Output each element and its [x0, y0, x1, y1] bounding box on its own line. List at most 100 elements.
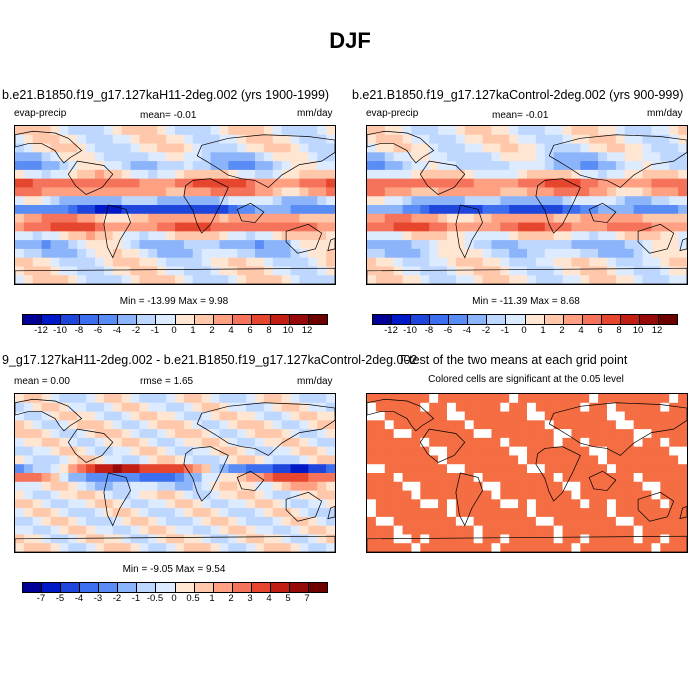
grid-cell — [50, 473, 60, 483]
grid-cell — [317, 169, 327, 180]
colorbar-tick-label: 6 — [247, 325, 253, 336]
grid-cell — [651, 231, 661, 241]
grid-cell — [669, 490, 679, 500]
grid-cell — [651, 275, 661, 284]
grid-cell — [95, 126, 105, 136]
grid-cell — [393, 508, 403, 518]
grid-cell — [263, 248, 274, 259]
grid-cell — [103, 161, 114, 171]
grid-cell — [562, 464, 572, 474]
grid-cell — [553, 161, 563, 171]
grid-cell — [290, 196, 300, 206]
grid-cell — [210, 231, 220, 241]
grid-cell — [447, 257, 457, 267]
grid-cell — [678, 534, 687, 544]
grid-cell — [598, 161, 608, 171]
grid-cell — [59, 437, 69, 448]
grid-cell — [77, 508, 87, 518]
grid-cell — [482, 455, 492, 465]
colorbar-swatch — [61, 315, 81, 324]
grid-cell — [299, 248, 309, 259]
grid-cell — [148, 411, 158, 421]
grid-cell — [500, 516, 510, 527]
grid-cell — [491, 178, 501, 188]
grid-cell — [148, 525, 158, 535]
grid-cell — [237, 516, 247, 527]
grid-cell — [642, 169, 652, 180]
colorbar-tick-label: -7 — [36, 593, 46, 604]
grid-cell — [308, 473, 318, 483]
grid-cell — [367, 402, 377, 412]
grid-cell — [255, 499, 265, 509]
grid-cell — [411, 446, 421, 456]
grid-cell — [553, 196, 563, 206]
grid-cell — [255, 437, 265, 448]
grid-cell — [246, 516, 256, 527]
grid-cell — [308, 394, 318, 404]
grid-cell — [491, 257, 501, 267]
grid-cell — [678, 126, 687, 136]
grid-cell — [669, 266, 679, 276]
grid-cell — [367, 143, 377, 153]
grid-cell — [544, 490, 555, 500]
grid-cell — [86, 126, 96, 136]
grid-cell — [411, 429, 421, 439]
grid-cell — [411, 473, 421, 483]
grid-cell — [384, 266, 395, 276]
grid-cell — [219, 429, 229, 439]
grid-cell — [183, 205, 194, 215]
grid-cell — [317, 420, 327, 430]
grid-cell — [121, 543, 131, 552]
grid-cell — [367, 437, 377, 448]
grid-cell — [420, 499, 430, 509]
grid-cell — [95, 257, 105, 267]
grid-cell — [192, 152, 203, 162]
grid-cell — [290, 275, 300, 284]
grid-cell — [367, 205, 377, 215]
panel-2-colorbar-ticks: -12 -10 -8 -6 -4 -2 -1 0 1 2 4 6 8 10 12 — [372, 325, 676, 337]
grid-cell — [237, 126, 247, 136]
grid-cell — [175, 213, 185, 223]
grid-cell — [272, 178, 283, 188]
grid-cell — [77, 126, 87, 136]
grid-cell — [473, 543, 483, 552]
grid-cell — [535, 248, 546, 259]
grid-cell — [571, 205, 581, 215]
grid-cell — [562, 490, 572, 500]
grid-cell — [633, 481, 643, 491]
grid-cell — [210, 490, 220, 500]
grid-cell — [669, 394, 679, 404]
grid-cell — [535, 152, 546, 162]
grid-cell — [139, 525, 149, 535]
panel-1-mean: mean= -0.01 — [140, 110, 197, 121]
grid-cell — [402, 490, 412, 500]
colorbar-tick-label: -5 — [55, 593, 65, 604]
grid-cell — [272, 429, 283, 439]
grid-cell — [23, 473, 34, 483]
grid-cell — [473, 266, 483, 276]
grid-cell — [500, 411, 510, 421]
grid-cell — [157, 213, 167, 223]
grid-cell — [438, 240, 448, 250]
grid-cell — [41, 257, 51, 267]
grid-cell — [166, 394, 176, 404]
grid-cell — [624, 126, 635, 136]
grid-cell — [411, 257, 421, 267]
grid-cell — [175, 196, 185, 206]
grid-cell — [210, 429, 220, 439]
grid-cell — [68, 222, 78, 232]
grid-cell — [32, 420, 43, 430]
grid-cell — [50, 257, 60, 267]
grid-cell — [317, 455, 327, 465]
grid-cell — [544, 266, 555, 276]
grid-cell — [518, 402, 528, 412]
grid-cell — [59, 508, 69, 518]
grid-cell — [281, 464, 291, 474]
grid-cell — [562, 257, 572, 267]
grid-cell — [290, 143, 300, 153]
grid-cell — [375, 411, 386, 421]
grid-cell — [228, 222, 238, 232]
grid-cell — [447, 411, 457, 421]
grid-cell — [139, 516, 149, 527]
grid-cell — [535, 231, 546, 241]
